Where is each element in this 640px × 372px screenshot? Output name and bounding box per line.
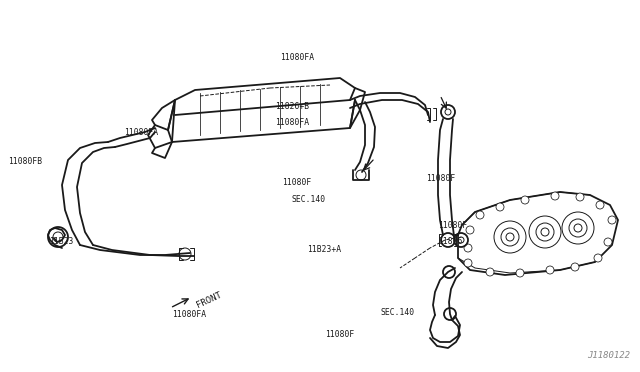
Text: SEC.140: SEC.140: [291, 195, 325, 203]
Text: 11080FA: 11080FA: [172, 310, 206, 319]
Circle shape: [594, 254, 602, 262]
Circle shape: [571, 263, 579, 271]
Text: J1180122: J1180122: [587, 351, 630, 360]
Circle shape: [608, 216, 616, 224]
Text: 11826: 11826: [438, 237, 463, 246]
Text: 11080FA: 11080FA: [124, 128, 158, 137]
Text: 11080FA: 11080FA: [280, 53, 315, 62]
Text: SEC.140: SEC.140: [381, 308, 415, 317]
Text: 11080F: 11080F: [438, 221, 468, 230]
Circle shape: [596, 201, 604, 209]
Circle shape: [476, 211, 484, 219]
Text: 11080F: 11080F: [282, 178, 311, 187]
Text: 11080F: 11080F: [426, 174, 455, 183]
Circle shape: [464, 259, 472, 267]
Text: 11826+B: 11826+B: [275, 102, 309, 110]
Circle shape: [466, 226, 474, 234]
Text: FRONT: FRONT: [195, 290, 223, 310]
Circle shape: [464, 244, 472, 252]
Text: 11080FA: 11080FA: [275, 118, 309, 127]
Circle shape: [546, 266, 554, 274]
Circle shape: [486, 268, 494, 276]
Circle shape: [521, 196, 529, 204]
Circle shape: [576, 193, 584, 201]
Circle shape: [551, 192, 559, 200]
Text: 11080FB: 11080FB: [8, 157, 43, 166]
Text: 11080F: 11080F: [324, 330, 354, 339]
Text: 11B23+A: 11B23+A: [307, 245, 341, 254]
Text: 11B23: 11B23: [49, 237, 73, 246]
Circle shape: [516, 269, 524, 277]
Circle shape: [604, 238, 612, 246]
Circle shape: [496, 203, 504, 211]
